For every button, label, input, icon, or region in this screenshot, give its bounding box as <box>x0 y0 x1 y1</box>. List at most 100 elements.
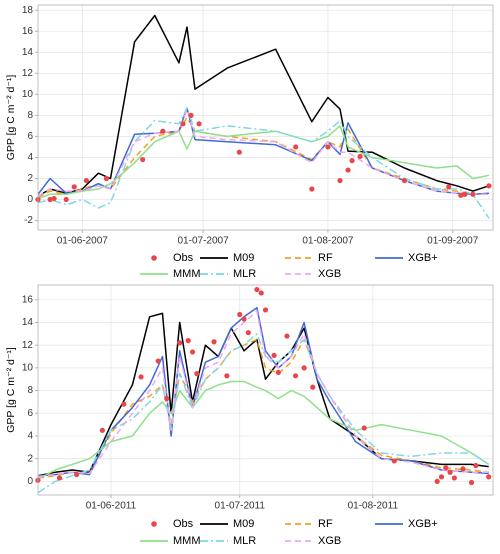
obs-point <box>121 401 127 407</box>
series-line <box>37 107 490 219</box>
y-tick-label: 8 <box>27 385 33 396</box>
legend-item: MMM <box>140 268 201 280</box>
series-line <box>37 333 490 494</box>
y-axis-label: GPP [g C m⁻² d⁻¹] <box>5 347 17 433</box>
series-line <box>37 310 489 478</box>
plot-border <box>37 4 494 231</box>
obs-point <box>293 144 299 150</box>
obs-point <box>185 338 191 344</box>
obs-point <box>188 112 194 118</box>
legend-label: MMM <box>173 535 201 547</box>
obs-point <box>63 196 69 203</box>
series-line <box>37 14 490 198</box>
legend-key <box>151 521 157 527</box>
obs-point <box>51 195 57 202</box>
obs-point <box>473 462 479 469</box>
obs-point <box>451 475 457 481</box>
x-tick-label: 01-08-2011 <box>348 501 399 512</box>
obs-point <box>443 465 449 471</box>
obs-point <box>138 374 144 380</box>
x-tick-label: 01-09-2007 <box>427 236 479 247</box>
obs-point <box>349 158 355 164</box>
obs-point <box>468 479 475 486</box>
obs-point <box>325 144 331 150</box>
y-tick-label: 8 <box>27 110 33 121</box>
legend-item: XGB <box>285 535 341 547</box>
legend-item: RF <box>285 252 333 264</box>
obs-point <box>241 316 247 322</box>
obs-point <box>71 184 77 190</box>
legend-item: XGB+ <box>375 518 438 530</box>
y-tick-label: 2 <box>27 173 33 184</box>
legend-label: XGB+ <box>408 518 438 530</box>
y-tick-label: 12 <box>22 68 34 79</box>
y-tick-label: 0 <box>27 194 33 205</box>
obs-point <box>254 286 260 293</box>
y-tick-label: 0 <box>27 476 33 487</box>
obs-point <box>462 191 468 197</box>
legend-item: MMM <box>140 535 201 547</box>
obs-point <box>164 395 170 402</box>
legend-item: XGB+ <box>375 252 438 264</box>
legend-item: M09 <box>200 518 254 530</box>
obs-point <box>345 167 351 173</box>
series-line <box>37 125 490 200</box>
obs-point <box>155 358 161 364</box>
legend-label: MLR <box>233 268 256 280</box>
obs-point <box>486 474 492 480</box>
obs-point <box>447 469 453 475</box>
obs-point <box>56 475 63 481</box>
obs-point <box>194 370 200 377</box>
legend-key <box>151 255 157 261</box>
y-tick-label: 16 <box>22 294 34 305</box>
y-tick-label: 10 <box>22 363 34 374</box>
obs-point <box>460 466 466 472</box>
y-axis-label: GPP [g C m⁻² d⁻¹] <box>5 75 17 161</box>
x-tick-label: 01-06-2011 <box>86 501 137 512</box>
obs-point <box>237 311 243 318</box>
legend-label: M09 <box>233 252 254 264</box>
obs-point <box>258 290 264 296</box>
legend-item: Obs <box>151 518 194 530</box>
obs-point <box>83 177 89 184</box>
obs-point <box>196 121 202 127</box>
legend-label: XGB <box>318 268 341 280</box>
obs-point <box>292 373 299 379</box>
plot-border <box>37 284 494 496</box>
obs-point <box>301 365 307 371</box>
legend-item: MLR <box>200 268 256 280</box>
obs-point <box>357 153 363 160</box>
legend-item: XGB <box>285 268 341 280</box>
obs-point <box>99 427 105 433</box>
plot-background <box>38 5 493 230</box>
obs-point <box>458 192 464 198</box>
y-tick-label: 12 <box>22 340 34 351</box>
series-line <box>37 380 490 480</box>
legend-label: XGB+ <box>408 252 438 264</box>
x-tick-label: 01-06-2007 <box>57 236 109 247</box>
obs-point <box>486 183 492 189</box>
obs-point <box>271 352 277 358</box>
obs-point <box>224 373 230 379</box>
legend-item: M09 <box>200 252 254 264</box>
y-tick-label: 4 <box>27 152 33 163</box>
obs-point <box>177 340 183 346</box>
obs-point <box>236 149 242 155</box>
y-tick-label: 2 <box>27 453 33 464</box>
obs-point <box>189 349 196 355</box>
obs-point <box>446 184 452 190</box>
legend-label: MMM <box>173 268 201 280</box>
y-tick-label: 4 <box>27 431 33 442</box>
y-tick-label: 10 <box>22 89 34 100</box>
obs-point <box>391 458 397 464</box>
legend-item: RF <box>285 518 333 530</box>
obs-point <box>245 330 251 336</box>
obs-point <box>211 339 217 345</box>
x-tick-label: 01-07-2007 <box>178 236 230 247</box>
obs-point <box>74 471 80 478</box>
legend-label: RF <box>318 252 333 264</box>
y-tick-label: -2 <box>24 215 33 226</box>
series-line <box>37 109 489 198</box>
obs-point <box>361 425 367 431</box>
obs-point <box>401 177 408 184</box>
